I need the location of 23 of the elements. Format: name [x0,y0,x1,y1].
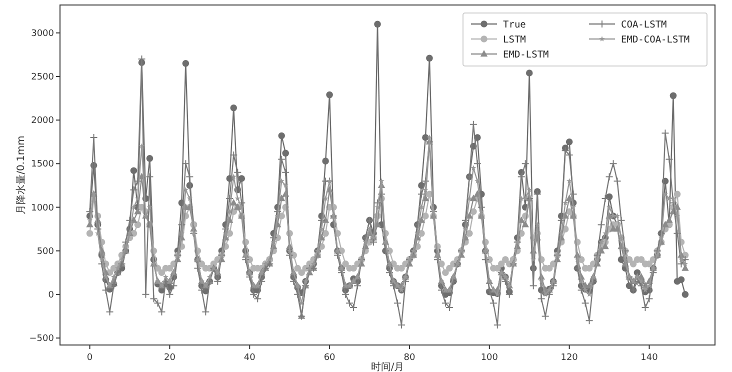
legend-label: COA-LSTM [621,20,668,30]
x-tick-label: 120 [560,353,578,363]
y-tick-label: −500 [29,334,54,344]
x-tick-label: 140 [640,353,658,363]
x-tick-label: 40 [244,353,256,363]
y-tick-label: 2000 [31,116,54,126]
legend-label: EMD-COA-LSTM [621,34,690,46]
x-tick-label: 100 [480,353,498,363]
y-tick-label: 1500 [31,160,54,170]
y-axis-title: 月降水量/0.1mm [15,136,27,214]
legend-label: LSTM [503,34,526,46]
y-tick-label: 0 [48,290,54,300]
y-tick-label: 500 [36,246,54,257]
legend-label: EMD-LSTM [503,50,550,60]
x-tick-label: 20 [164,353,176,363]
y-tick-label: 1000 [31,203,54,214]
y-tick-label: 3000 [31,28,54,39]
legend-label: True [503,20,526,30]
x-tick-label: 0 [86,353,93,363]
y-tick-label: 2500 [31,72,54,82]
x-axis-title: 时间/月 [370,361,404,372]
x-tick-label: 60 [324,353,336,363]
x-tick-label: 80 [404,353,416,363]
